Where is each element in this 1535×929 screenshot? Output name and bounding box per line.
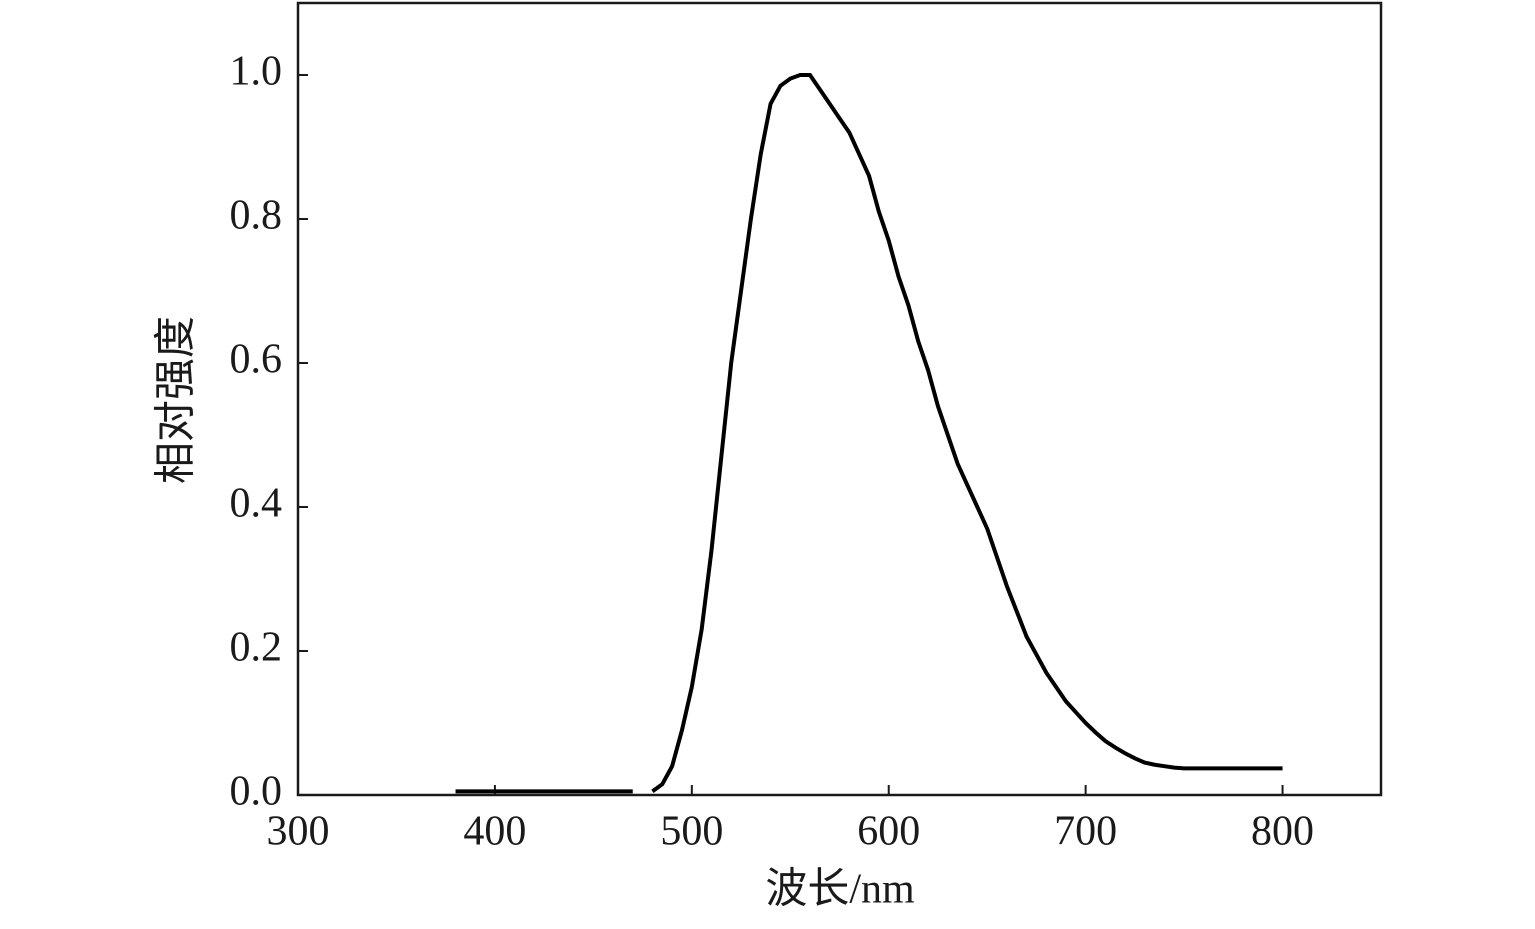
x-axis-title: 波长/nm	[765, 867, 915, 913]
plot-frame	[296, 1, 1383, 797]
y-axis-title: 相对强度	[154, 316, 200, 484]
x-tick-label: 300	[267, 809, 330, 855]
y-tick-label: 0.0	[230, 769, 283, 815]
y-tick-label: 0.4	[230, 481, 283, 527]
data-line	[455, 73, 1283, 794]
x-tick-label: 600	[857, 809, 920, 855]
x-tick-label: 700	[1054, 809, 1117, 855]
y-tick-label: 0.6	[230, 337, 283, 383]
y-tick-label: 0.8	[230, 193, 283, 239]
x-tick-label: 400	[463, 809, 526, 855]
y-tick-label: 1.0	[230, 49, 283, 95]
x-tick-label: 800	[1251, 809, 1314, 855]
y-tick-label: 0.2	[230, 625, 283, 671]
x-tick-label: 500	[660, 809, 723, 855]
